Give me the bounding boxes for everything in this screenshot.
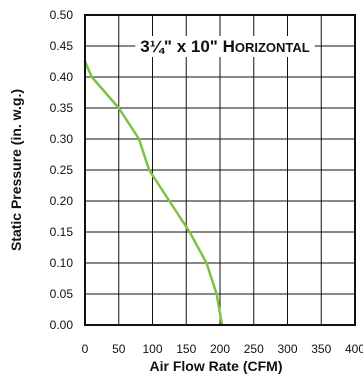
- x-tick-label: 100: [142, 342, 162, 356]
- y-tick-label: 0.10: [50, 256, 74, 270]
- x-tick-label: 0: [82, 342, 89, 356]
- y-tick-label: 0.50: [50, 8, 74, 22]
- grid: [85, 15, 355, 325]
- chart-title-main: 3¼" x 10" H: [140, 37, 235, 56]
- y-tick-label: 0.35: [50, 101, 74, 115]
- y-tick-label: 0.25: [50, 163, 74, 177]
- y-tick-label: 0.05: [50, 287, 74, 301]
- plot-frame: [84, 14, 356, 326]
- x-tick-label: 300: [277, 342, 297, 356]
- x-tick-label: 50: [112, 342, 126, 356]
- x-tick-label: 400: [345, 342, 363, 356]
- series-layer: [83, 60, 224, 327]
- y-tick-label: 0.45: [50, 39, 74, 53]
- y-tick-label: 0.00: [50, 318, 74, 332]
- series-line: [83, 60, 224, 327]
- x-tick-label: 350: [311, 342, 331, 356]
- y-tick-label: 0.30: [50, 132, 74, 146]
- x-tick-label: 200: [210, 342, 230, 356]
- x-tick-label: 150: [176, 342, 196, 356]
- chart-title-smallcaps: ORIZONTAL: [235, 40, 310, 55]
- x-tick-label: 250: [244, 342, 264, 356]
- x-axis-title: Air Flow Rate (CFM): [150, 358, 283, 374]
- y-tick-label: 0.15: [50, 225, 74, 239]
- chart-title-group: 3¼" x 10" HORIZONTAL: [135, 36, 315, 57]
- y-tick-labels: 0.00 0.05 0.10 0.15 0.20 0.25 0.30 0.35 0.40 0.45…: [50, 8, 74, 332]
- y-tick-label: 0.40: [50, 70, 74, 84]
- chart-title: 3¼" x 10" HORIZONTAL: [140, 37, 309, 56]
- title-background: [135, 36, 315, 57]
- y-axis-title: Static Pressure (in. w.g.): [8, 89, 24, 251]
- y-tick-label: 0.20: [50, 194, 74, 208]
- x-tick-labels: 0 50 100 150 200 250 300 350 400: [82, 342, 363, 356]
